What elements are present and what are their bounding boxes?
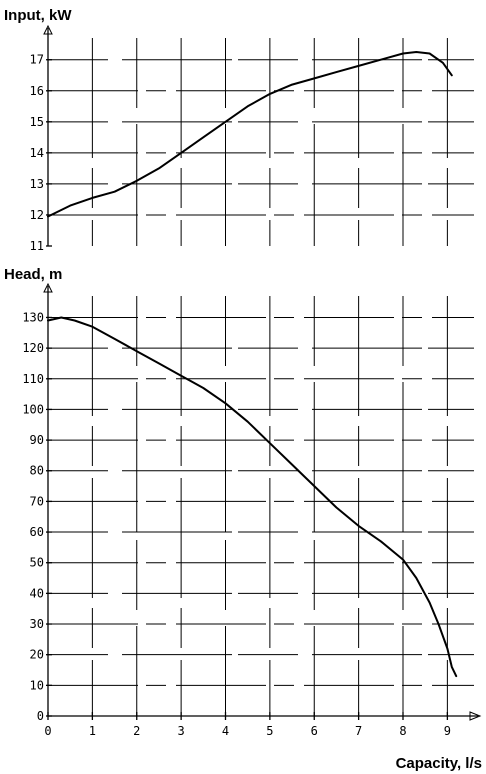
- x-tick-label: 0: [44, 724, 51, 738]
- y-tick-label: 130: [22, 310, 44, 324]
- y-tick-label: 12: [30, 208, 44, 222]
- capacity-axis-label: Capacity, l/s: [396, 755, 482, 772]
- x-tick-label: 8: [399, 724, 406, 738]
- y-tick-label: 50: [30, 556, 44, 570]
- y-tick-label: 110: [22, 372, 44, 386]
- head-plot-axes: [43, 282, 482, 721]
- y-tick-label: 120: [22, 341, 44, 355]
- y-tick-label: 40: [30, 586, 44, 600]
- head-capacity-plot: 0 10 20 30 40 50 60 70 80 90 100 110 120 130 0 1 2 3 4 5 6 7…: [22, 282, 482, 738]
- input-plot-y-tick-labels: 11 12 13 14 15 16 17: [30, 53, 44, 253]
- y-axis-arrow: [43, 282, 53, 293]
- x-tick-label: 9: [444, 724, 451, 738]
- input-power-plot: 11 12 13 14 15 16 17: [30, 24, 474, 253]
- x-axis-arrow: [469, 711, 482, 721]
- head-plot-gridlines: [48, 296, 474, 716]
- head-chart-ylabel: Head, m: [4, 266, 62, 283]
- x-tick-label: 1: [89, 724, 96, 738]
- y-tick-label: 16: [30, 84, 44, 98]
- head-plot-y-tick-labels: 0 10 20 30 40 50 60 70 80 90 100 110 120 130: [22, 310, 44, 723]
- head-plot-series: [47, 316, 458, 678]
- y-axis-arrow: [43, 24, 53, 35]
- x-tick-label: 5: [266, 724, 273, 738]
- y-tick-label: 15: [30, 115, 44, 129]
- y-tick-label: 17: [30, 53, 44, 67]
- y-tick-label: 90: [30, 433, 44, 447]
- y-tick-label: 60: [30, 525, 44, 539]
- y-tick-label: 80: [30, 464, 44, 478]
- y-tick-label: 10: [30, 678, 44, 692]
- y-tick-label: 30: [30, 617, 44, 631]
- input-plot-series: [47, 51, 453, 218]
- input-plot-axes: [43, 24, 53, 247]
- y-tick-label: 100: [22, 402, 44, 416]
- x-tick-label: 6: [311, 724, 318, 738]
- y-tick-label: 13: [30, 177, 44, 191]
- series-line: [47, 51, 453, 218]
- x-tick-label: 3: [178, 724, 185, 738]
- series-line: [47, 316, 458, 678]
- head-plot-x-tick-labels: 0 1 2 3 4 5 6 7 8 9: [44, 712, 451, 738]
- x-tick-label: 7: [355, 724, 362, 738]
- input-chart-ylabel: Input, kW: [4, 7, 72, 24]
- y-tick-label: 11: [30, 239, 44, 253]
- input-plot-gridlines: [48, 38, 474, 246]
- x-tick-label: 2: [133, 724, 140, 738]
- y-tick-label: 14: [30, 146, 44, 160]
- y-tick-label: 20: [30, 648, 44, 662]
- y-tick-label: 0: [37, 709, 44, 723]
- x-tick-label: 4: [222, 724, 229, 738]
- y-tick-label: 70: [30, 494, 44, 508]
